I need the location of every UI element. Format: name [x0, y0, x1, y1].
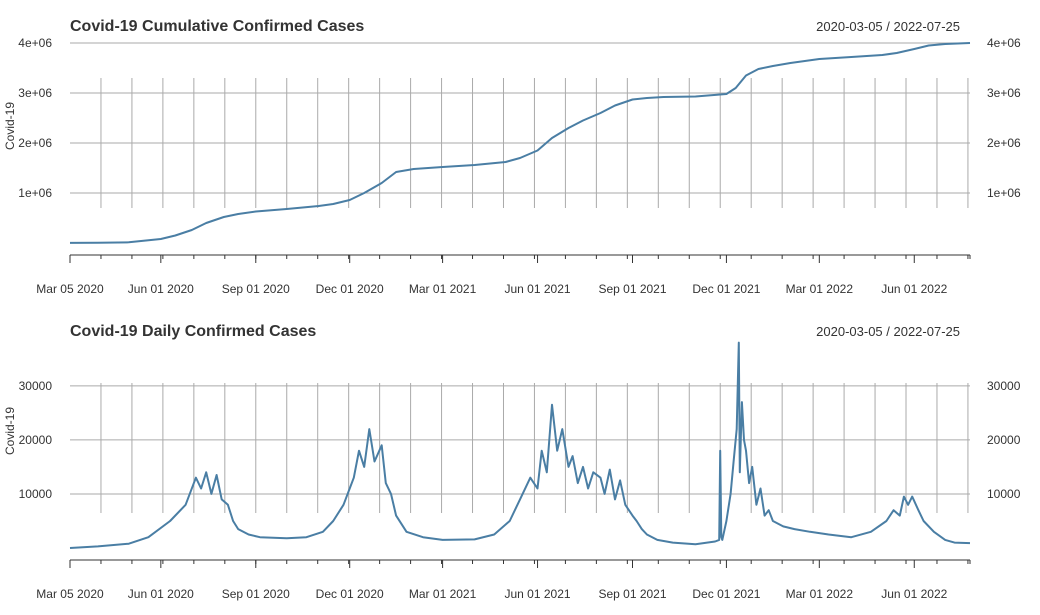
x-tick-label: Dec 01 2021 [692, 587, 760, 601]
y-tick-label-right: 3e+06 [987, 86, 1021, 100]
y-tick-labels-right: 10000 20000 30000 [987, 379, 1021, 501]
date-range-label: 2020-03-05 / 2022-07-25 [816, 324, 960, 339]
y-tick-label-right: 10000 [987, 487, 1021, 501]
x-tick-label: Mar 01 2022 [786, 587, 854, 601]
y-tick-label-left: 4e+06 [18, 36, 52, 50]
x-tick-label: Dec 01 2020 [316, 282, 384, 296]
x-tick-label: Sep 01 2021 [598, 587, 666, 601]
y-tick-label-right: 1e+06 [987, 186, 1021, 200]
x-tick-label: Jun 01 2020 [128, 587, 194, 601]
y-tick-labels-left: 10000 20000 30000 [19, 379, 53, 501]
y-tick-label-right: 20000 [987, 433, 1021, 447]
x-axis: Mar 05 2020 Jun 01 2020 Sep 01 2020 Dec 01 … [36, 559, 971, 601]
x-axis: Mar 05 2020 Jun 01 2020 Sep 01 2020 Dec 01 … [36, 254, 971, 296]
y-tick-label-right: 30000 [987, 379, 1021, 393]
x-tick-label: Sep 01 2020 [222, 282, 290, 296]
x-tick-label: Jun 01 2022 [881, 587, 947, 601]
panel-title: Covid-19 Cumulative Confirmed Cases [70, 18, 364, 35]
panel-title: Covid-19 Daily Confirmed Cases [70, 323, 316, 340]
series-line [69, 42, 971, 244]
x-tick-label: Jun 01 2021 [505, 282, 571, 296]
y-tick-label-left: 3e+06 [18, 86, 52, 100]
y-tick-label-right: 4e+06 [987, 36, 1021, 50]
x-tick-label: Sep 01 2021 [598, 282, 666, 296]
date-range-label: 2020-03-05 / 2022-07-25 [816, 19, 960, 34]
y-tick-labels-right: 1e+06 2e+06 3e+06 4e+06 [987, 36, 1021, 200]
daily-cases-panel: Covid-19 Daily Confirmed Cases 2020-03-0… [3, 323, 1021, 601]
y-tick-label-left: 2e+06 [18, 136, 52, 150]
y-tick-labels-left: 1e+06 2e+06 3e+06 4e+06 [18, 36, 52, 200]
x-tick-label: Mar 01 2021 [409, 282, 477, 296]
series-lines [69, 42, 971, 244]
x-tick-label: Dec 01 2020 [316, 587, 384, 601]
x-tick-label: Mar 05 2020 [36, 587, 104, 601]
y-tick-label-left: 10000 [19, 487, 53, 501]
y-tick-label-left: 30000 [19, 379, 53, 393]
y-axis-label: Covid-19 [3, 407, 17, 455]
y-tick-label-left: 1e+06 [18, 186, 52, 200]
x-tick-label: Jun 01 2021 [505, 587, 571, 601]
x-tick-label: Jun 01 2022 [881, 282, 947, 296]
x-tick-label: Dec 01 2021 [692, 282, 760, 296]
grid-lines [70, 42, 970, 208]
y-tick-label-left: 20000 [19, 433, 53, 447]
grid-lines [70, 383, 970, 513]
series-lines [69, 341, 971, 549]
y-tick-label-right: 2e+06 [987, 136, 1021, 150]
x-tick-label: Mar 01 2021 [409, 587, 477, 601]
series-line [69, 341, 971, 549]
x-tick-label: Mar 05 2020 [36, 282, 104, 296]
cumulative-cases-panel: Covid-19 Cumulative Confirmed Cases 2020… [3, 18, 1021, 296]
x-tick-label: Mar 01 2022 [786, 282, 854, 296]
x-tick-label: Jun 01 2020 [128, 282, 194, 296]
y-axis-label: Covid-19 [3, 102, 17, 150]
x-tick-label: Sep 01 2020 [222, 587, 290, 601]
